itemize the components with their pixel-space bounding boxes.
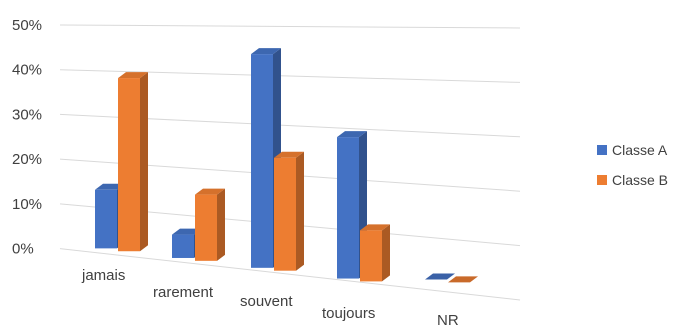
bar-flat bbox=[425, 273, 455, 280]
bar-top bbox=[337, 131, 367, 138]
bar-top bbox=[195, 188, 225, 195]
bar-front bbox=[337, 137, 359, 279]
y-tick-label: 30% bbox=[12, 106, 42, 123]
legend-swatch bbox=[597, 145, 607, 155]
y-tick-label: 40% bbox=[12, 62, 42, 79]
x-tick-label: toujours bbox=[322, 305, 375, 322]
bars bbox=[95, 48, 478, 283]
bar-front bbox=[95, 189, 117, 249]
x-tick-label: NR bbox=[437, 312, 459, 326]
bar-front bbox=[360, 230, 382, 282]
bar-toujours-classe-b bbox=[360, 224, 390, 282]
bar-front bbox=[251, 54, 273, 268]
y-axis-ticks: 0% 10% 20% 30% 40% 50% bbox=[12, 17, 42, 258]
legend-label: Classe B bbox=[612, 172, 668, 188]
gridline bbox=[59, 24, 521, 29]
x-tick-label: rarement bbox=[153, 284, 214, 301]
bar-top bbox=[118, 72, 148, 79]
bar-rarement-classe-b bbox=[195, 188, 225, 261]
bar-side bbox=[217, 188, 225, 261]
x-axis-categories: jamais rarement souvent toujours NR bbox=[81, 267, 459, 326]
legend: Classe A Classe B bbox=[597, 142, 668, 188]
y-tick-label: 20% bbox=[12, 151, 42, 168]
bar-front bbox=[274, 157, 296, 271]
y-tick-label: 10% bbox=[12, 196, 42, 213]
legend-label: Classe A bbox=[612, 142, 668, 158]
bar-top bbox=[360, 224, 390, 231]
bar-NR-classe-b bbox=[448, 276, 478, 283]
bar-top bbox=[251, 48, 281, 55]
bar-flat bbox=[448, 276, 478, 283]
gridline bbox=[59, 69, 521, 83]
bar-NR-classe-a bbox=[425, 273, 455, 280]
legend-swatch bbox=[597, 175, 607, 185]
bar-top bbox=[172, 228, 202, 235]
bar-souvent-classe-b bbox=[274, 151, 304, 271]
bar-front bbox=[195, 194, 217, 261]
bar-front bbox=[118, 78, 140, 252]
bar-front bbox=[172, 234, 194, 258]
bar-top bbox=[274, 151, 304, 158]
bar-top bbox=[95, 183, 125, 190]
bar-side bbox=[296, 151, 304, 271]
y-tick-label: 0% bbox=[12, 241, 34, 258]
gridline bbox=[59, 248, 521, 301]
x-tick-label: jamais bbox=[81, 267, 125, 284]
bar-side bbox=[382, 224, 390, 282]
bar-jamais-classe-b bbox=[118, 72, 148, 252]
y-tick-label: 50% bbox=[12, 17, 42, 34]
bar-side bbox=[140, 72, 148, 252]
x-tick-label: souvent bbox=[240, 293, 293, 310]
